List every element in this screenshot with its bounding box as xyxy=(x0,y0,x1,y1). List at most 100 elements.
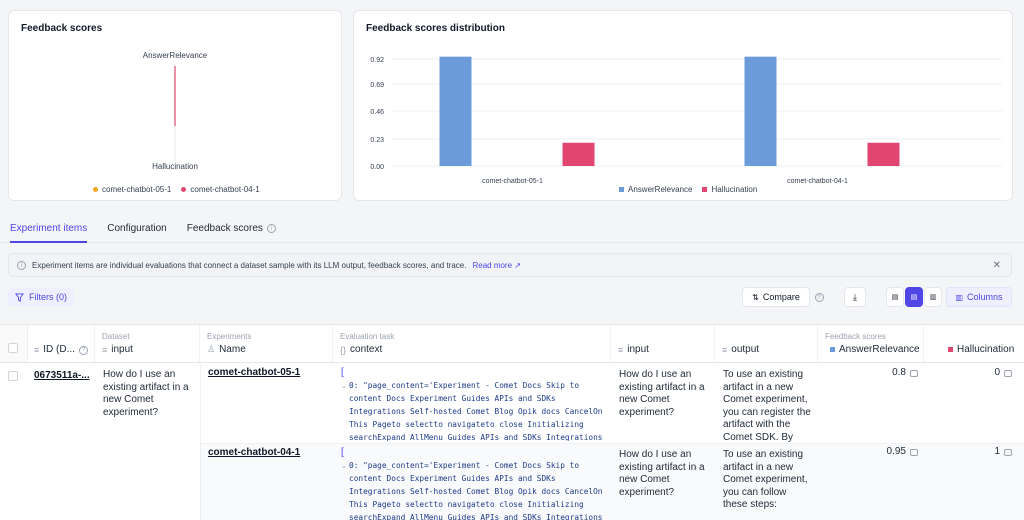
y-tick-label: 0.46 xyxy=(370,109,384,116)
close-icon[interactable]: ✕ xyxy=(992,260,1001,271)
compare-icon: ⇅ xyxy=(752,292,759,302)
key-icon: ≡ xyxy=(34,344,40,355)
banner-text: Experiment items are individual evaluati… xyxy=(32,260,467,270)
comment-icon[interactable] xyxy=(910,448,918,456)
header-label: Name xyxy=(219,344,246,355)
rows-small-icon: ▤ xyxy=(891,294,899,301)
distribution-title: Feedback scores distribution xyxy=(366,23,505,34)
row-height-medium-button[interactable]: ▤ xyxy=(905,287,923,307)
context-expand-icon[interactable]: [ ⌄ xyxy=(341,367,347,390)
table-row xyxy=(200,443,1024,520)
header-label: input xyxy=(627,344,649,355)
row-height-large-button[interactable]: ▥ xyxy=(924,287,942,307)
tab-configuration[interactable]: Configuration xyxy=(107,213,166,243)
rows-medium-icon: ▤ xyxy=(910,294,918,301)
text-icon: ≡ xyxy=(618,344,624,355)
context-text: 0: "page_content='Experiment - Comet Doc… xyxy=(349,461,603,520)
header-answer-relevance[interactable]: Feedback scores AnswerRelevance xyxy=(818,325,924,363)
info-icon: i xyxy=(266,224,276,233)
feedback-scores-radar: AnswerRelevance Hallucination xyxy=(143,51,208,171)
experiment-name-link[interactable]: comet-chatbot-04-1 xyxy=(208,447,301,458)
context-text: 0: "page_content='Experiment - Comet Doc… xyxy=(349,381,603,441)
column-divider xyxy=(200,363,201,520)
legend-label: comet-chatbot-04-1 xyxy=(190,185,260,194)
text-icon: ≡ xyxy=(722,344,728,355)
tab-label: Feedback scores xyxy=(186,223,263,234)
tab-experiment-items[interactable]: Experiment items xyxy=(10,213,88,243)
header-name[interactable]: Experiments ♙ Name xyxy=(200,325,333,363)
radar-axis-bottom-label: Hallucination xyxy=(152,162,198,171)
score-value: 0.8 xyxy=(892,367,906,378)
row-input: How do I use an existing artifact in a n… xyxy=(619,369,705,418)
score-value: 0 xyxy=(994,367,1000,378)
tab-label: Configuration xyxy=(107,223,167,234)
feedback-scores-card: Feedback scores AnswerRelevance Hallucin… xyxy=(8,10,342,201)
y-tick-label: 0.69 xyxy=(370,82,384,89)
score-value: 0.95 xyxy=(886,446,906,457)
download-button[interactable]: ⤓ xyxy=(844,287,866,307)
header-context[interactable]: Evaluation task {} context xyxy=(333,325,611,363)
legend-dot-icon xyxy=(93,187,98,192)
distribution-chart: 0.92 0.69 0.46 0.23 0.00 comet-chatbot-05-1 co… xyxy=(370,56,1002,185)
columns-icon: ▥ xyxy=(955,292,964,302)
help-icon[interactable]: ? xyxy=(812,287,826,307)
legend-label: AnswerRelevance xyxy=(628,185,693,194)
comment-icon[interactable] xyxy=(910,369,918,377)
header-input[interactable]: ≡ input xyxy=(611,325,715,363)
row-dataset-input: How do I use an existing artifact in a n… xyxy=(103,369,189,418)
context-expand-icon[interactable]: [ ⌄ xyxy=(341,447,347,470)
row-id-link[interactable]: 0673511a-... xyxy=(34,370,90,381)
filters-button[interactable]: Filters (0) xyxy=(8,288,74,306)
feedback-scores-title: Feedback scores xyxy=(21,23,103,34)
comment-icon[interactable] xyxy=(1004,448,1012,456)
legend-square-icon xyxy=(619,187,624,192)
experiment-items-table: ≡ ID (D...? Dataset ≡ input Experiments ♙ N… xyxy=(0,324,1024,520)
braces-icon: {} xyxy=(340,344,347,355)
header-group-label: Dataset xyxy=(102,332,130,341)
score-color-icon xyxy=(830,347,835,352)
select-all-header xyxy=(0,325,28,363)
header-output[interactable]: ≡ output xyxy=(715,325,818,363)
columns-button[interactable]: ▥ Columns xyxy=(946,287,1012,307)
score-value: 1 xyxy=(994,446,1000,457)
columns-label: Columns xyxy=(967,292,1003,302)
row-checkbox[interactable] xyxy=(8,371,18,381)
row-height-compact-button[interactable]: ▤ xyxy=(886,287,904,307)
comment-icon[interactable] xyxy=(1004,369,1012,377)
answer-relevance-score: 0.95 xyxy=(840,446,918,459)
row-output: To use an existing artifact in a new Com… xyxy=(723,449,808,510)
compare-button[interactable]: ⇅ Compare xyxy=(742,287,810,307)
experiment-name-link[interactable]: comet-chatbot-05-1 xyxy=(208,367,301,378)
tab-bar: Experiment items Configuration Feedback … xyxy=(0,213,1024,243)
header-divider xyxy=(0,362,1024,363)
user-icon: ♙ xyxy=(207,344,216,354)
header-id[interactable]: ≡ ID (D...? xyxy=(28,325,95,363)
select-all-checkbox[interactable] xyxy=(8,343,18,353)
info-banner: i Experiment items are individual evalua… xyxy=(8,253,1012,277)
row-input: How do I use an existing artifact in a n… xyxy=(619,449,705,498)
header-dataset-input[interactable]: Dataset ≡ input xyxy=(95,325,200,363)
bar-hallucination xyxy=(867,142,900,166)
header-label: ID (D... xyxy=(43,344,75,355)
bar-hallucination xyxy=(562,142,595,166)
y-tick-label: 0.00 xyxy=(370,164,384,171)
legend-label: Hallucination xyxy=(711,185,758,194)
y-tick-label: 0.92 xyxy=(370,57,384,64)
header-group-label: Feedback scores xyxy=(825,332,886,341)
filters-label: Filters (0) xyxy=(29,292,67,302)
radar-axis-top-label: AnswerRelevance xyxy=(143,51,208,60)
legend-item-05: comet-chatbot-05-1 xyxy=(93,185,171,194)
hallucination-score: 1 xyxy=(940,446,1012,459)
score-color-icon xyxy=(948,347,953,352)
legend-item-hallucination: Hallucination xyxy=(702,185,757,194)
legend-label: comet-chatbot-05-1 xyxy=(102,185,172,194)
header-label: context xyxy=(350,344,383,355)
read-more-link[interactable]: Read more ↗ xyxy=(472,260,521,270)
header-hallucination[interactable]: Hallucination xyxy=(924,325,1024,363)
header-group-label: Evaluation task xyxy=(340,332,395,341)
tab-feedback-scores[interactable]: Feedback scores i xyxy=(187,213,276,243)
distribution-legend: AnswerRelevance Hallucination xyxy=(619,185,757,194)
bar-answer-relevance xyxy=(744,56,777,166)
compare-label: Compare xyxy=(762,292,800,302)
bar-answer-relevance xyxy=(439,56,472,166)
